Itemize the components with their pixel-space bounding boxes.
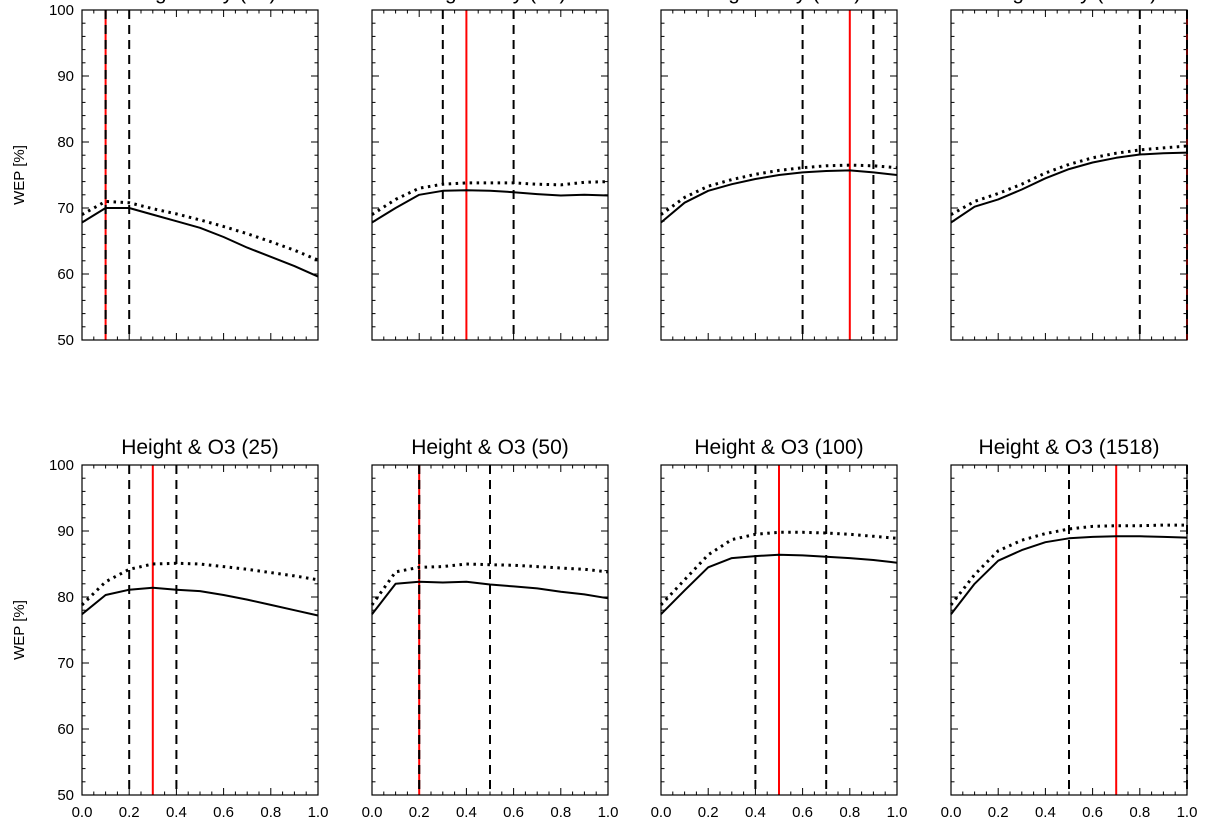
series-line-dotted [660,163,898,216]
y-tick-label: 70 [57,200,74,217]
x-tick-label: 0.4 [745,804,766,821]
series-line-solid [81,207,319,278]
subplot-title: Height & O3 (1518) [979,436,1160,459]
x-tick-label: 0.6 [1082,804,1103,821]
x-tick-label: 0.2 [119,804,140,821]
plot-frame [660,464,898,796]
y-tick-label: 60 [57,266,74,283]
y-tick-label: 80 [57,134,74,151]
x-tick-label: 0.6 [792,804,813,821]
subplot-5: Height & O3 (25) 50 60 70 80 90 100 0.0 0.2 0.4 0.… [11,436,329,821]
subplot-title: Height Only (25) [124,0,277,4]
x-tick-label: 1.0 [308,804,329,821]
subplot-title: Height Only (100) [697,0,862,4]
subplot-2: Height Only (50) [371,0,609,341]
x-tick-label: 0.0 [72,804,93,821]
series-line-dotted [81,199,319,262]
series-line-dotted [659,530,898,606]
series-line-dotted [370,562,609,606]
subplot-title: Height & O3 (50) [411,436,569,459]
series-line-dotted [950,144,1188,216]
y-axis-label: WEP [%] [11,145,28,205]
x-tick-label: 0.0 [941,804,962,821]
plot-frame [81,464,319,796]
x-tick-label: 0.8 [260,804,281,821]
x-tick-label: 0.0 [362,804,383,821]
plot-frame [371,464,609,796]
x-tick-label: 1.0 [887,804,908,821]
series-line-solid [950,535,1188,615]
x-tick-label: 0.2 [698,804,719,821]
y-tick-label: 100 [49,2,74,19]
y-tick-label: 100 [49,457,74,474]
subplot-3: Height Only (100) [660,0,898,341]
series-line-solid [660,553,898,615]
subplot-title: Height & O3 (100) [694,436,863,459]
series-line-solid [81,586,319,617]
x-tick-label: 0.6 [503,804,524,821]
subplot-title: Height Only (50) [414,0,567,4]
x-tick-label: 0.0 [651,804,672,821]
subplot-7: Height & O3 (100)0.00.20.40.60.81.0alpha [651,436,908,821]
plot-frame [81,9,319,341]
y-tick-label: 90 [57,68,74,85]
plot-frame [950,464,1188,796]
y-tick-label: 50 [57,332,74,349]
series-line-solid [660,169,898,224]
subplot-4: Height Only (1518) [950,0,1188,341]
y-tick-label: 60 [57,721,74,738]
x-tick-label: 0.4 [456,804,477,821]
subplot-6: Height & O3 (50)0.00.20.40.60.81.0alpha [362,436,619,821]
series-line-solid [950,151,1188,224]
x-tick-label: 0.8 [839,804,860,821]
x-tick-label: 0.2 [988,804,1009,821]
y-tick-label: 90 [57,523,74,540]
y-tick-label: 70 [57,655,74,672]
x-tick-label: 0.8 [1129,804,1150,821]
x-tick-label: 0.4 [166,804,187,821]
y-tick-label: 50 [57,787,74,804]
x-tick-label: 0.2 [409,804,430,821]
x-tick-label: 0.6 [213,804,234,821]
x-tick-label: 0.8 [550,804,571,821]
series-line-dotted [80,561,319,606]
subplot-title: Height Only (1518) [981,0,1157,4]
subplot-8: Height & O3 (1518)0.00.20.40.60.81.0alph… [941,436,1198,821]
series-line-dotted [949,523,1187,606]
series-line-solid [371,189,609,224]
plot-frame [950,9,1188,341]
y-axis-label: WEP [%] [11,600,28,660]
x-tick-label: 1.0 [598,804,619,821]
plot-frame [660,9,898,341]
plot-frame [371,9,609,341]
series-line-dotted [371,180,609,216]
x-tick-label: 0.4 [1035,804,1056,821]
series-line-solid [371,580,609,615]
subplot-title: Height & O3 (25) [121,436,279,459]
x-tick-label: 1.0 [1177,804,1198,821]
y-tick-label: 80 [57,589,74,606]
subplot-1: Height Only (25) 50 60 70 80 90 100 WEP [%] [11,0,319,349]
